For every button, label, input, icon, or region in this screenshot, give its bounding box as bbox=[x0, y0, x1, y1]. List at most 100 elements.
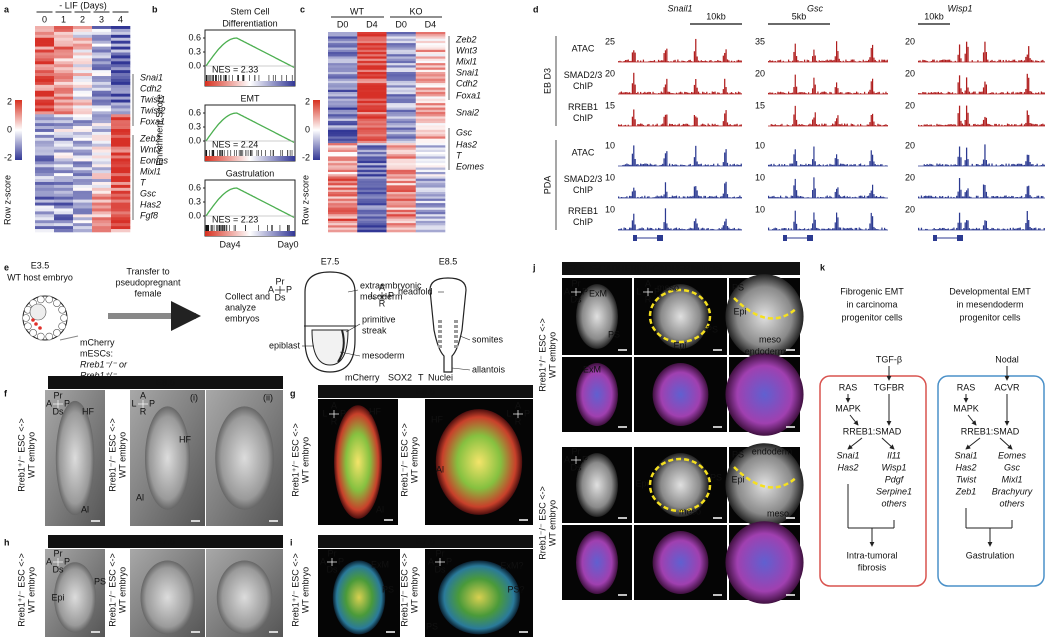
track-signal bbox=[846, 92, 848, 94]
heatmap-cell bbox=[357, 192, 387, 195]
heatmap-cell bbox=[328, 154, 358, 157]
heatmap-cell bbox=[386, 209, 417, 213]
track-signal bbox=[886, 59, 888, 62]
tick-label: 0.6 bbox=[188, 182, 201, 192]
panel-letter: k bbox=[820, 262, 826, 272]
track-signal bbox=[711, 165, 713, 166]
somite bbox=[454, 335, 458, 338]
track-signal bbox=[838, 58, 840, 62]
heatmap-cell bbox=[386, 225, 417, 228]
track-scale: 20 bbox=[755, 68, 765, 78]
heatmap-cell bbox=[92, 196, 112, 200]
track-signal bbox=[666, 78, 668, 94]
track-signal bbox=[939, 195, 941, 198]
heatmap-cell bbox=[415, 120, 446, 124]
gene-label: Mixl1 bbox=[456, 56, 477, 66]
track-signal bbox=[882, 59, 884, 62]
image-label: Al bbox=[136, 492, 144, 502]
track-signal bbox=[974, 91, 976, 94]
heatmap-cell bbox=[54, 40, 74, 44]
track-signal bbox=[813, 146, 815, 166]
track-signal bbox=[925, 92, 927, 94]
track-signal bbox=[655, 196, 657, 198]
gene-label: Has2 bbox=[140, 199, 161, 209]
track-signal bbox=[642, 164, 645, 166]
embryo-image bbox=[145, 406, 190, 510]
heatmap-cell bbox=[386, 229, 417, 233]
track-signal bbox=[689, 93, 691, 94]
track-signal bbox=[992, 61, 995, 62]
track-signal bbox=[858, 164, 860, 166]
heatmap-cell bbox=[54, 61, 74, 65]
heatmap-cell bbox=[92, 176, 112, 180]
track-signal bbox=[933, 59, 935, 62]
track-signal bbox=[733, 196, 735, 198]
track-signal bbox=[991, 59, 993, 62]
track-signal bbox=[870, 212, 872, 230]
track-signal bbox=[929, 92, 931, 94]
image-label: PS bbox=[382, 584, 394, 594]
heatmap-cell bbox=[328, 67, 358, 71]
track-signal bbox=[872, 78, 874, 94]
track-signal bbox=[810, 164, 812, 166]
heatmap-cell bbox=[415, 172, 446, 175]
track-signal bbox=[773, 61, 775, 62]
heatmap-cell bbox=[415, 220, 446, 224]
somite bbox=[438, 320, 442, 323]
cell bbox=[22, 314, 30, 322]
track-signal bbox=[964, 90, 966, 94]
track-signal bbox=[882, 196, 884, 198]
track-signal bbox=[689, 163, 691, 166]
image-label: (ii) bbox=[263, 392, 273, 402]
track-signal bbox=[713, 124, 715, 126]
track-signal bbox=[693, 84, 696, 94]
heatmap-cell bbox=[35, 55, 55, 59]
track-signal bbox=[947, 228, 949, 230]
heatmap-cell bbox=[415, 100, 446, 104]
track-signal bbox=[885, 165, 887, 166]
heatmap-cell bbox=[415, 116, 446, 119]
heatmap-cell bbox=[35, 202, 55, 206]
track-signal bbox=[840, 196, 842, 198]
heatmap-cell bbox=[54, 73, 74, 77]
track-signal bbox=[696, 56, 698, 62]
track-signal bbox=[641, 123, 643, 126]
header-bar bbox=[48, 376, 283, 389]
track-signal bbox=[874, 164, 876, 166]
header-bar bbox=[318, 535, 533, 548]
heatmap-cell bbox=[92, 67, 112, 71]
heatmap-cell bbox=[92, 129, 112, 133]
track-signal bbox=[957, 191, 959, 198]
track-signal bbox=[963, 165, 965, 166]
track-signal bbox=[721, 196, 723, 198]
tick-label: 0.3 bbox=[188, 46, 201, 56]
heatmap-cell bbox=[415, 167, 446, 171]
heatmap-cell bbox=[415, 174, 446, 177]
track-signal bbox=[940, 60, 942, 62]
track-signal bbox=[975, 227, 978, 230]
track-signal bbox=[677, 229, 679, 230]
track-signal bbox=[708, 93, 711, 94]
heatmap-cell bbox=[111, 46, 131, 50]
track-signal bbox=[793, 87, 795, 94]
track-signal bbox=[623, 125, 625, 126]
heatmap-cell bbox=[92, 164, 112, 168]
track-signal bbox=[674, 124, 676, 126]
track-signal bbox=[673, 124, 675, 126]
heatmap-cell bbox=[328, 32, 358, 35]
heatmap-cell bbox=[328, 112, 358, 115]
track-signal bbox=[648, 123, 650, 126]
heatmap-cell bbox=[357, 176, 387, 179]
image-label: PS bbox=[94, 576, 106, 586]
heatmap-cell bbox=[415, 138, 446, 142]
heatmap-cell bbox=[35, 108, 55, 112]
heatmap-cell bbox=[328, 220, 358, 224]
track-signal bbox=[674, 59, 676, 62]
track-signal bbox=[706, 91, 708, 94]
track-scale: 10 bbox=[755, 204, 765, 214]
heatmap-cell bbox=[386, 147, 417, 151]
heatmap-cell bbox=[415, 227, 446, 231]
track-signal bbox=[646, 92, 649, 94]
heatmap-cell bbox=[328, 223, 358, 226]
track-signal bbox=[877, 229, 879, 230]
